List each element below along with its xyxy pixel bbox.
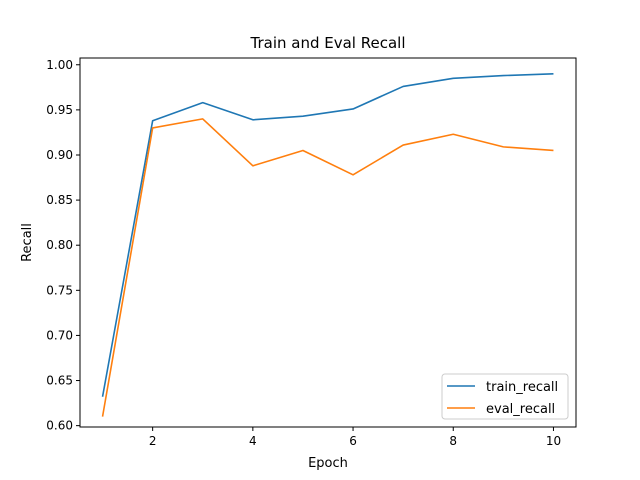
y-tick-label: 0.65: [46, 374, 73, 388]
x-tick-label: 10: [546, 434, 561, 448]
y-tick-label: 0.75: [46, 283, 73, 297]
legend-label: eval_recall: [486, 402, 555, 417]
y-tick-label: 0.60: [46, 419, 73, 433]
x-axis-label: Epoch: [308, 456, 348, 471]
series-layer: [101, 72, 554, 417]
plot-area: [79, 57, 577, 428]
y-tick-label: 1.00: [46, 58, 73, 72]
y-tick-label: 0.70: [46, 328, 73, 342]
plot-frame: [79, 57, 577, 428]
x-tick-label: 4: [249, 434, 257, 448]
y-tick-label: 0.95: [46, 103, 73, 117]
y-tick-label: 0.85: [46, 193, 73, 207]
legend: train_recall eval_recall: [441, 373, 569, 420]
x-tick-label: 2: [149, 434, 157, 448]
series-line-eval_recall: [101, 118, 554, 417]
legend-label: train_recall: [486, 380, 558, 395]
series-line-train_recall: [101, 72, 554, 397]
chart-title: Train and Eval Recall: [250, 34, 406, 52]
y-axis: 0.60 0.65 0.70 0.75 0.80 0.85 0.90 0.95 1.00: [46, 58, 80, 433]
y-axis-label: Recall: [20, 223, 35, 262]
x-tick-label: 6: [349, 434, 357, 448]
y-tick-label: 0.80: [46, 238, 73, 252]
y-tick-label: 0.90: [46, 148, 73, 162]
x-axis: 2 4 6 8 10: [149, 427, 561, 448]
x-tick-label: 8: [449, 434, 457, 448]
